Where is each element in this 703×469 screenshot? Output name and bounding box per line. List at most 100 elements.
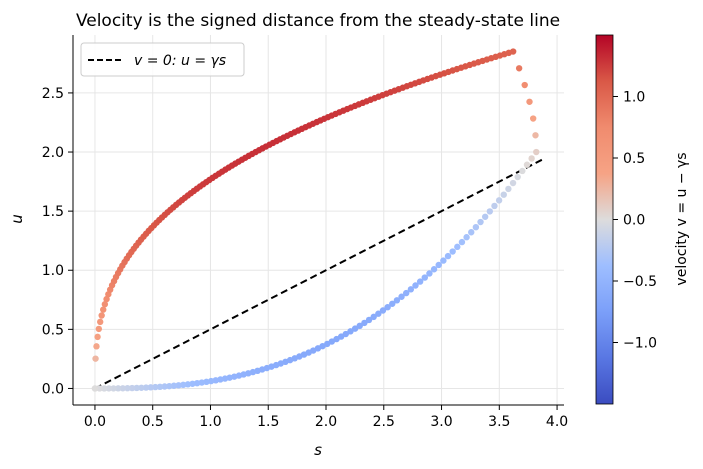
trajectory-point xyxy=(189,380,196,387)
trajectory-point xyxy=(93,343,100,350)
trajectory-point xyxy=(370,313,377,321)
trajectory-point xyxy=(133,384,140,392)
y-tick-label: 1.5 xyxy=(42,204,64,220)
y-tick-label: 2.5 xyxy=(42,86,64,102)
trajectory-point xyxy=(101,385,108,392)
trajectory-point xyxy=(105,385,113,392)
axes xyxy=(72,35,564,406)
steady-state-line xyxy=(94,158,544,390)
trajectory-point xyxy=(156,383,164,391)
colorbar-tick-label: 1.0 xyxy=(623,90,645,106)
trajectory-point xyxy=(142,384,150,391)
trajectory-point xyxy=(526,98,533,105)
trajectory-point xyxy=(412,282,419,289)
trajectory-point xyxy=(472,223,480,231)
trajectory-point xyxy=(509,179,517,187)
y-tick-label: 2.0 xyxy=(42,145,64,161)
trajectory-point xyxy=(514,173,521,181)
y-tick-label: 0.0 xyxy=(42,381,64,397)
chart-title: Velocity is the signed distance from the… xyxy=(76,11,560,31)
trajectory-point xyxy=(100,306,107,313)
trajectory-point xyxy=(92,355,99,362)
trajectory-point xyxy=(166,382,173,390)
x-tick-label: 0.0 xyxy=(84,414,106,430)
trajectory-point xyxy=(509,48,517,55)
trajectory-point xyxy=(444,252,452,260)
trajectory-point xyxy=(97,318,104,326)
colorbar-tick-label: 0.5 xyxy=(623,151,645,167)
trajectory-point xyxy=(426,270,433,277)
steady-state-line-path xyxy=(94,158,544,390)
trajectory-point xyxy=(416,278,424,285)
trajectory-point xyxy=(110,385,117,392)
trajectory-point xyxy=(393,297,401,304)
trajectory-point xyxy=(128,384,136,392)
y-tick-label: 1.0 xyxy=(42,263,64,279)
trajectory-point xyxy=(491,202,498,210)
trajectory-point xyxy=(477,218,484,226)
trajectory-point xyxy=(529,115,537,122)
trajectory-point xyxy=(458,238,466,246)
trajectory-point xyxy=(95,325,103,333)
trajectory-point xyxy=(91,385,99,392)
trajectory-point xyxy=(435,261,442,269)
trajectory-point xyxy=(500,191,507,198)
x-tick-label: 3.0 xyxy=(430,414,452,430)
trajectory-point xyxy=(407,286,415,293)
trajectory-point xyxy=(175,382,182,389)
trajectory-point xyxy=(351,325,359,332)
trajectory-point xyxy=(402,289,410,297)
trajectory-point xyxy=(94,333,101,341)
legend-label: v = 0: u = γs xyxy=(134,53,226,69)
trajectory-points xyxy=(91,48,540,392)
legend: v = 0: u = γs xyxy=(80,42,245,77)
trajectory-point xyxy=(523,161,531,168)
y-tick-label: 0.5 xyxy=(42,322,64,338)
y-axis-ticks: 0.0 0.5 1.0 1.5 2.0 2.5 xyxy=(42,86,73,397)
trajectory-point xyxy=(119,385,127,392)
x-axis-label: s xyxy=(314,441,322,459)
trajectory-point xyxy=(96,385,103,392)
y-axis-label: u xyxy=(8,214,26,224)
trajectory-point xyxy=(114,385,122,392)
trajectory-point xyxy=(532,132,539,139)
trajectory-point xyxy=(361,319,368,327)
trajectory-point xyxy=(430,266,438,273)
trajectory-point xyxy=(98,312,105,319)
trajectory-point xyxy=(356,322,363,330)
x-tick-label: 3.5 xyxy=(488,414,510,430)
x-tick-label: 1.0 xyxy=(199,414,221,430)
x-axis-ticks: 0.0 0.5 1.0 1.5 2.0 2.5 3.0 3.5 4.0 xyxy=(84,405,568,430)
trajectory-point xyxy=(101,301,109,308)
trajectory-point xyxy=(398,293,405,300)
colorbar-ticks: −1.0 −0.5 0.0 0.5 1.0 xyxy=(613,90,657,352)
trajectory-point xyxy=(486,208,494,215)
colorbar-tick-label: −1.0 xyxy=(623,336,657,352)
trajectory-point xyxy=(421,274,428,281)
trajectory-point xyxy=(193,379,201,387)
colorbar-tick-label: 0.0 xyxy=(623,213,645,229)
colorbar: −1.0 −0.5 0.0 0.5 1.0 velocity v = u − γs xyxy=(595,34,690,405)
trajectory-point xyxy=(161,383,168,390)
x-tick-label: 2.5 xyxy=(373,414,395,430)
trajectory-point xyxy=(147,384,154,391)
colorbar-gradient xyxy=(595,34,614,405)
trajectory-point xyxy=(495,197,503,204)
trajectory-point xyxy=(468,229,475,236)
trajectory-point xyxy=(449,248,456,255)
trajectory-point xyxy=(389,300,396,307)
trajectory-point xyxy=(138,384,145,391)
x-tick-label: 0.5 xyxy=(142,414,164,430)
trajectory-point xyxy=(375,310,382,317)
trajectory-point xyxy=(379,307,387,314)
trajectory-point xyxy=(505,185,512,193)
trajectory-point xyxy=(528,155,535,162)
colorbar-tick-label: −0.5 xyxy=(623,274,657,290)
legend-box xyxy=(80,42,245,77)
trajectory-point xyxy=(103,295,110,303)
x-tick-label: 4.0 xyxy=(546,414,568,430)
trajectory-point xyxy=(384,303,391,311)
trajectory-point xyxy=(515,65,523,72)
trajectory-point xyxy=(533,148,540,156)
